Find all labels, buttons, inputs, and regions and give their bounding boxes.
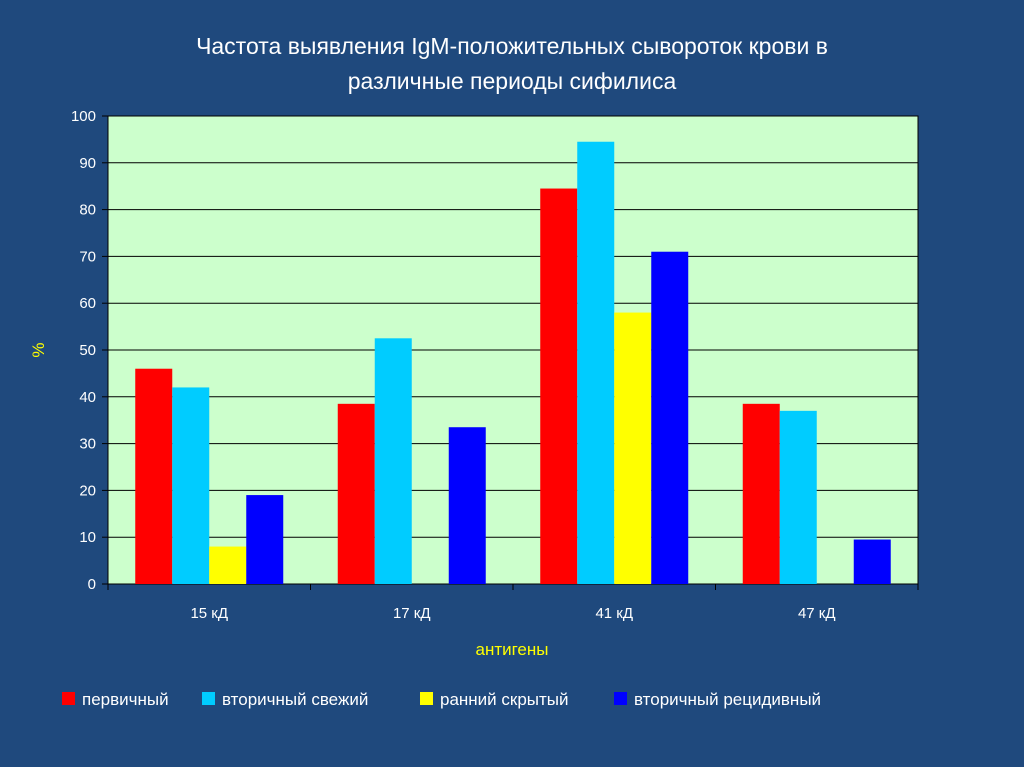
chart-title-line-2: различные периоды сифилиса [348, 68, 677, 94]
bar [651, 251, 689, 584]
legend-label: первичный [82, 690, 169, 709]
x-axis-label: антигены [475, 640, 548, 659]
chart-title-line-1: Частота выявления IgM-положительных сыво… [196, 33, 828, 59]
x-tick-labels: 15 кД 17 кД 41 кД 47 кД [190, 605, 835, 622]
y-tick-label: 20 [79, 482, 96, 499]
x-tick-label: 17 кД [393, 605, 431, 622]
y-tick-label: 70 [79, 248, 96, 265]
x-tick-label: 47 кД [798, 605, 836, 622]
bar [172, 387, 210, 584]
bar [209, 546, 247, 584]
legend-swatch [202, 692, 215, 705]
y-tick-label: 100 [71, 108, 96, 125]
bar [337, 403, 375, 584]
y-tick-label: 60 [79, 295, 96, 312]
bar [853, 539, 891, 584]
legend-item: ранний скрытый [420, 690, 569, 709]
bar [374, 338, 412, 584]
y-tick-label: 40 [79, 389, 96, 406]
bar [448, 427, 486, 584]
axes [102, 115, 919, 590]
bar [135, 368, 173, 584]
legend-label: ранний скрытый [440, 690, 569, 709]
legend-item: вторичный рецидивный [614, 690, 821, 709]
bar [246, 495, 284, 584]
y-tick-label: 50 [79, 342, 96, 359]
x-tick-label: 41 кД [595, 605, 633, 622]
legend-item: первичный [62, 690, 169, 709]
bar [614, 312, 652, 584]
y-tick-label: 90 [79, 155, 96, 172]
legend: первичный вторичный свежий ранний скрытый в… [62, 690, 821, 709]
legend-item: вторичный свежий [202, 690, 368, 709]
y-tick-label: 30 [79, 436, 96, 453]
bar [742, 403, 780, 584]
bars [135, 141, 891, 585]
legend-swatch [614, 692, 627, 705]
legend-swatch [420, 692, 433, 705]
y-tick-label: 0 [88, 576, 96, 593]
y-tick-label: 10 [79, 529, 96, 546]
y-tick-labels: 0 10 20 30 40 50 60 70 80 90 100 [71, 108, 96, 593]
legend-label: вторичный рецидивный [634, 690, 821, 709]
legend-swatch [62, 692, 75, 705]
bar [577, 141, 615, 585]
x-tick-label: 15 кД [190, 605, 228, 622]
bar [779, 410, 817, 584]
y-axis-label: % [29, 342, 48, 357]
legend-label: вторичный свежий [222, 690, 368, 709]
bar [540, 188, 578, 585]
y-tick-label: 80 [79, 202, 96, 219]
